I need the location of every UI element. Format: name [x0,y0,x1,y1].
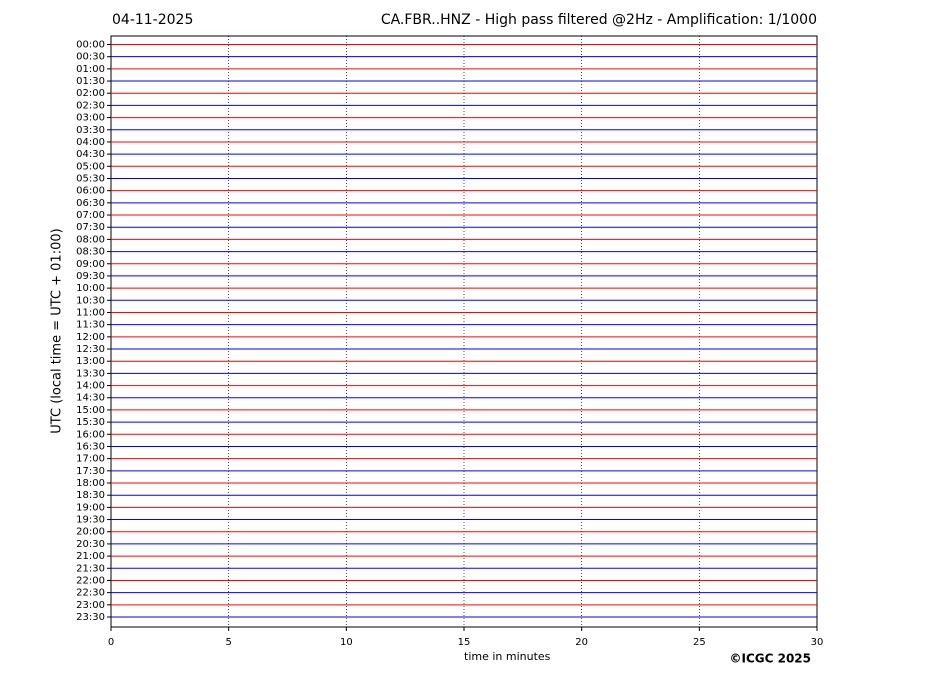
y-tick-label: 12:00 [76,332,105,343]
y-tick-label: 01:30 [76,76,105,87]
y-tick-label: 08:30 [76,247,105,258]
y-tick-label: 22:30 [76,588,105,599]
y-tick-label: 09:30 [76,271,105,282]
y-tick-label: 08:00 [76,234,105,245]
y-tick-label: 22:00 [76,575,105,586]
y-tick-label: 20:30 [76,539,105,550]
y-tick-label: 17:30 [76,466,105,477]
y-tick-label: 10:00 [76,283,105,294]
y-tick-label: 05:30 [76,173,105,184]
y-tick-label: 14:00 [76,381,105,392]
y-tick-label: 23:00 [76,600,105,611]
y-tick-label: 06:00 [76,186,105,197]
y-tick-label: 07:00 [76,210,105,221]
plot-frame [110,35,818,628]
x-tick-label: 10 [340,637,353,648]
y-tick-label: 21:30 [76,563,105,574]
y-tick-label: 19:00 [76,502,105,513]
x-tick-label: 20 [575,637,588,648]
y-tick-label: 03:30 [76,125,105,136]
x-tick-label: 25 [693,637,706,648]
y-tick-label: 17:00 [76,454,105,465]
x-axis-label: time in minutes [464,650,551,663]
x-tick-label: 5 [225,637,231,648]
y-tick-label: 20:00 [76,527,105,538]
y-tick-label: 05:00 [76,161,105,172]
y-tick-label: 13:30 [76,368,105,379]
y-tick-label: 16:30 [76,441,105,452]
y-tick-label: 18:00 [76,478,105,489]
y-tick-label: 04:30 [76,149,105,160]
y-tick-label: 02:00 [76,88,105,99]
y-tick-label: 00:30 [76,52,105,63]
y-tick-label: 07:30 [76,222,105,233]
y-tick-label: 10:30 [76,295,105,306]
y-tick-label: 16:00 [76,429,105,440]
y-tick-label: 19:30 [76,515,105,526]
y-tick-label: 01:00 [76,64,105,75]
date: 04-11-2025 [112,12,193,28]
y-tick-label: 13:00 [76,356,105,367]
y-tick-label: 21:00 [76,551,105,562]
x-tick-label: 0 [108,637,114,648]
y-tick-label: 04:00 [76,137,105,148]
y-tick-label: 11:00 [76,307,105,318]
y-tick-label: 12:30 [76,344,105,355]
y-axis-label: UTC (local time = UTC + 01:00) [50,228,65,433]
y-tick-label: 15:30 [76,417,105,428]
y-tick-label: 23:30 [76,612,105,623]
x-tick-label: 30 [811,637,824,648]
y-tick-label: 02:30 [76,100,105,111]
y-tick-label: 03:00 [76,113,105,124]
y-tick-label: 00:00 [76,40,105,51]
y-tick-label: 18:30 [76,490,105,501]
y-tick-label: 15:00 [76,405,105,416]
x-tick-label: 15 [458,637,471,648]
y-tick-label: 06:30 [76,198,105,209]
y-tick-label: 11:30 [76,320,105,331]
credit: ©ICGC 2025 [729,652,811,666]
y-tick-label: 14:30 [76,393,105,404]
chart-title: CA.FBR..HNZ - High pass filtered @2Hz - … [381,12,817,28]
y-tick-label: 09:00 [76,259,105,270]
